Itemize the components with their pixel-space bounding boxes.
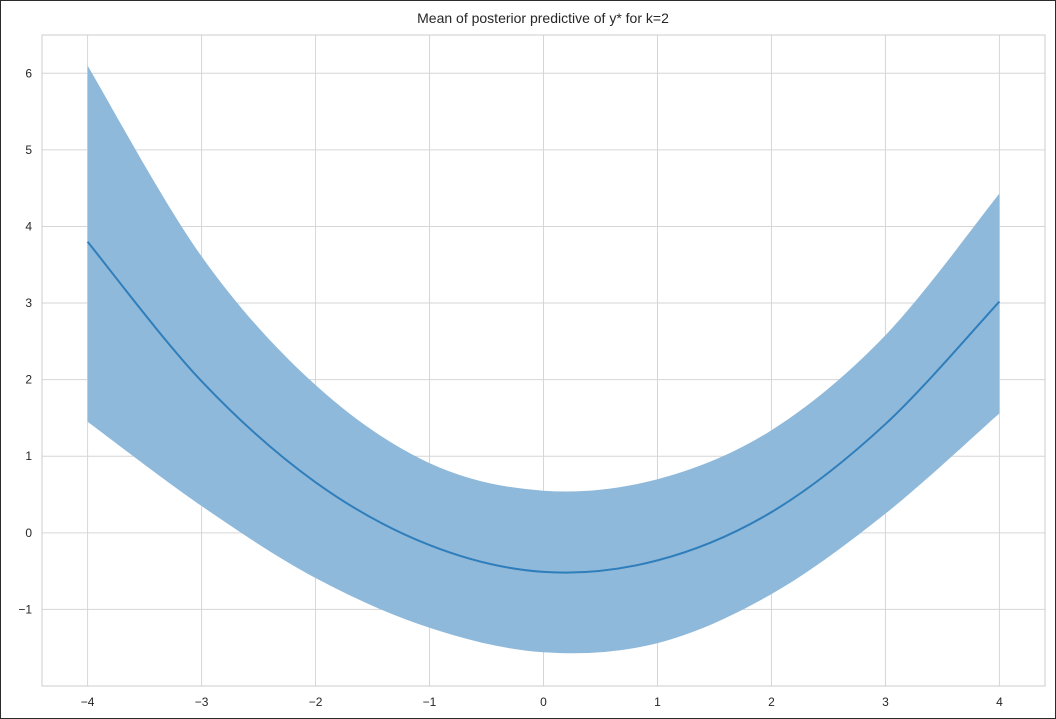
x-tick-labels: −4 −3 −2 −1 0 1 2 3 4 [81, 695, 1003, 709]
y-tick-label: 6 [25, 66, 32, 80]
y-tick-label: 0 [25, 526, 32, 540]
mean-line [86, 241, 1001, 574]
y-tick-label: 3 [25, 296, 32, 310]
x-tick-label: −3 [195, 695, 209, 709]
chart-title: Mean of posterior predictive of y* for k… [417, 10, 669, 26]
y-tick-label: −1 [18, 602, 32, 616]
y-tick-label: 5 [25, 143, 32, 157]
x-tick-label: 4 [996, 695, 1003, 709]
plot-border [41, 34, 1046, 687]
confidence-band-layer [87, 65, 1000, 654]
y-tick-label: 2 [25, 373, 32, 387]
y-tick-label: 4 [25, 219, 32, 233]
x-tick-label: 1 [654, 695, 661, 709]
y-tick-label: 1 [25, 449, 32, 463]
y-tick-labels: −1 0 1 2 3 4 5 6 [18, 66, 32, 616]
x-tick-label: 3 [882, 695, 889, 709]
x-tick-label: −2 [309, 695, 323, 709]
x-tick-label: −4 [81, 695, 95, 709]
confidence-band [87, 65, 1000, 654]
mean-line-layer [86, 241, 1001, 574]
x-tick-label: −1 [423, 695, 437, 709]
axes-frame [41, 34, 1046, 687]
x-tick-label: 2 [768, 695, 775, 709]
x-tick-label: 0 [540, 695, 547, 709]
